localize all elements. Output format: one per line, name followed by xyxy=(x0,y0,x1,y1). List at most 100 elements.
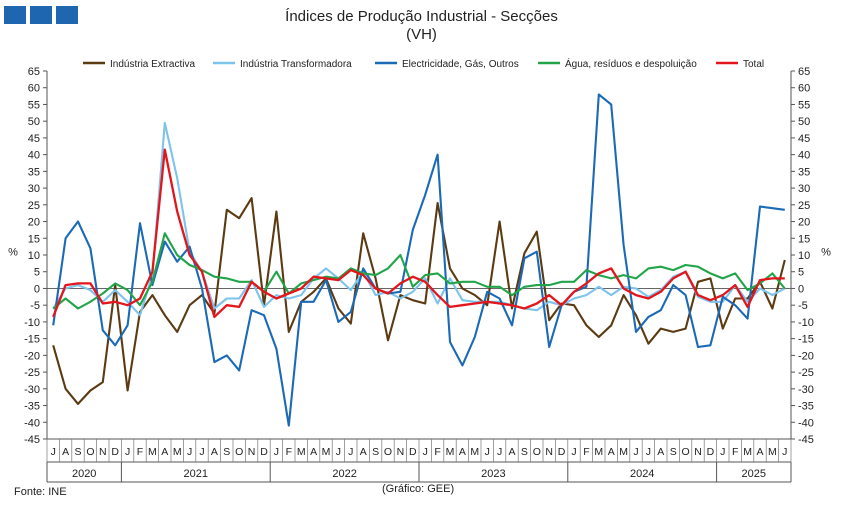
y-tick-label-right: -25 xyxy=(798,367,814,379)
y-tick-label-left: 5 xyxy=(34,267,40,279)
y-tick-label-left: 50 xyxy=(28,116,40,128)
y-tick-label-right: 15 xyxy=(798,233,810,245)
x-tick-label: J xyxy=(187,446,192,458)
x-tick-label: N xyxy=(694,446,702,458)
x-tick-label: N xyxy=(248,446,256,458)
x-tick-label: J xyxy=(336,446,341,458)
x-tick-label: M xyxy=(322,446,331,458)
y-tick-label-left: 45 xyxy=(28,133,40,145)
x-tick-label: M xyxy=(619,446,628,458)
y-tick-label-left: 30 xyxy=(28,183,40,195)
y-tick-label-right: -10 xyxy=(798,317,814,329)
y-tick-label-left: -5 xyxy=(30,300,40,312)
y-tick-label-right: 35 xyxy=(798,166,810,178)
logo-block-1 xyxy=(4,6,26,24)
x-tick-label: S xyxy=(670,446,677,458)
x-tick-label: A xyxy=(508,446,515,458)
x-tick-label: M xyxy=(297,446,306,458)
logo-block-2 xyxy=(30,6,52,24)
series-line-2 xyxy=(52,121,786,317)
x-tick-label: O xyxy=(533,446,541,458)
x-tick-label: J xyxy=(274,446,279,458)
x-tick-label: A xyxy=(161,446,168,458)
y-tick-label-right: 0 xyxy=(798,283,804,295)
y-tick-label-right: 50 xyxy=(798,116,810,128)
series-line-3 xyxy=(52,93,785,427)
y-tick-label-left: 35 xyxy=(28,166,40,178)
x-tick-label: S xyxy=(521,446,528,458)
y-tick-label-right: -30 xyxy=(798,384,814,396)
year-label: 2020 xyxy=(72,468,96,480)
x-tick-label: J xyxy=(348,446,353,458)
y-tick-label-left: 25 xyxy=(28,200,40,212)
source-note: Fonte: INE xyxy=(14,486,67,498)
y-tick-label-left: -10 xyxy=(24,317,40,329)
year-label: 2021 xyxy=(184,468,208,480)
chart-subtitle: (VH) xyxy=(406,26,437,43)
x-tick-label: S xyxy=(223,446,230,458)
y-axis-label-left: % xyxy=(8,246,18,258)
y-tick-label-left: -15 xyxy=(24,334,40,346)
y-tick-label-left: -30 xyxy=(24,384,40,396)
x-tick-label: F xyxy=(434,446,440,458)
x-tick-label: J xyxy=(571,446,576,458)
x-tick-label: D xyxy=(111,446,119,458)
x-tick-label: D xyxy=(260,446,268,458)
legend: Indústria Extractiva Indústria Transforma… xyxy=(83,57,764,70)
x-tick-label: S xyxy=(74,446,81,458)
series-line-4 xyxy=(52,232,786,310)
x-tick-label: D xyxy=(558,446,566,458)
x-tick-label: O xyxy=(682,446,690,458)
y-tick-label-right: 60 xyxy=(798,83,810,95)
x-tick-label: D xyxy=(409,446,417,458)
x-tick-label: J xyxy=(125,446,130,458)
y-tick-label-right: -40 xyxy=(798,417,814,429)
x-tick-label: F xyxy=(137,446,143,458)
x-tick-label: M xyxy=(768,446,777,458)
chart-credit: (Gráfico: GEE) xyxy=(382,483,455,495)
x-tick-label: J xyxy=(720,446,725,458)
x-tick-label: J xyxy=(485,446,490,458)
series-line-5 xyxy=(52,148,785,319)
y-tick-label-right: -15 xyxy=(798,334,814,346)
y-tick-label-left: -40 xyxy=(24,417,40,429)
x-tick-label: M xyxy=(743,446,752,458)
y-tick-label-left: 15 xyxy=(28,233,40,245)
x-tick-label: A xyxy=(657,446,664,458)
y-axis-label-right: % xyxy=(821,246,831,258)
legend-label-1: Indústria Extractiva xyxy=(110,59,195,70)
x-tick-label: J xyxy=(497,446,502,458)
x-tick-label: N xyxy=(545,446,553,458)
x-tick-label: J xyxy=(51,446,56,458)
axes-group: -45 -45 -40 -40 -35 -35 -30 -30 -25 -25 -20 -20 -15 -… xyxy=(8,66,831,483)
x-tick-label: F xyxy=(732,446,738,458)
y-tick-label-right: 40 xyxy=(798,150,810,162)
y-tick-label-left: 20 xyxy=(28,217,40,229)
year-label: 2023 xyxy=(481,468,505,480)
x-tick-label: A xyxy=(360,446,367,458)
x-tick-label: M xyxy=(148,446,157,458)
x-tick-label: J xyxy=(423,446,428,458)
y-tick-label-right: -20 xyxy=(798,350,814,362)
y-tick-label-right: -35 xyxy=(798,401,814,413)
legend-label-3: Electricidade, Gás, Outros xyxy=(402,59,519,70)
year-label: 2025 xyxy=(742,468,766,480)
y-tick-label-left: -20 xyxy=(24,350,40,362)
x-tick-label: A xyxy=(756,446,763,458)
y-tick-label-left: -25 xyxy=(24,367,40,379)
x-tick-label: M xyxy=(470,446,479,458)
y-tick-label-right: 20 xyxy=(798,217,810,229)
logo-block-3 xyxy=(56,6,78,24)
chart-title: Índices de Produção Industrial - Secções xyxy=(285,8,558,25)
y-tick-label-right: 30 xyxy=(798,183,810,195)
y-tick-label-right: -45 xyxy=(798,434,814,446)
y-tick-label-left: -45 xyxy=(24,434,40,446)
x-tick-label: O xyxy=(384,446,392,458)
x-tick-label: A xyxy=(62,446,69,458)
x-tick-label: S xyxy=(372,446,379,458)
x-tick-label: O xyxy=(235,446,243,458)
y-tick-label-left: 0 xyxy=(34,283,40,295)
x-tick-label: O xyxy=(86,446,94,458)
series-lines xyxy=(52,93,786,427)
